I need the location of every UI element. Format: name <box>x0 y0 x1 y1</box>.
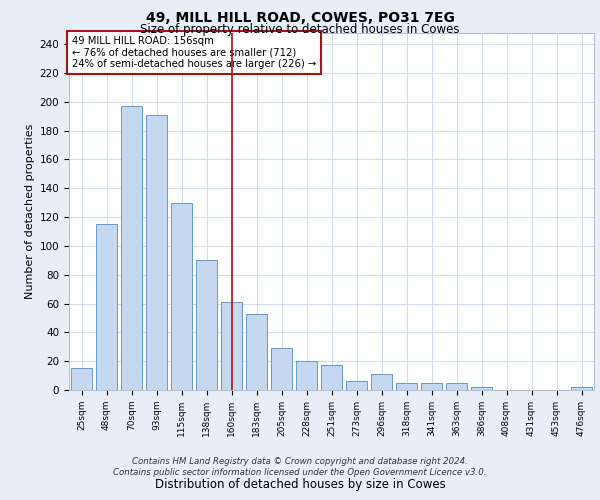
Bar <box>196 260 217 390</box>
Bar <box>96 224 117 390</box>
Bar <box>571 387 592 390</box>
Y-axis label: Number of detached properties: Number of detached properties <box>25 124 35 299</box>
Bar <box>271 348 292 390</box>
Bar <box>446 383 467 390</box>
Bar <box>421 383 442 390</box>
Bar <box>471 387 492 390</box>
Bar <box>296 361 317 390</box>
Bar <box>171 202 192 390</box>
Bar <box>246 314 267 390</box>
Text: Size of property relative to detached houses in Cowes: Size of property relative to detached ho… <box>140 22 460 36</box>
Text: 49, MILL HILL ROAD, COWES, PO31 7EG: 49, MILL HILL ROAD, COWES, PO31 7EG <box>146 11 454 25</box>
Bar <box>146 114 167 390</box>
Bar <box>396 383 417 390</box>
Bar <box>321 366 342 390</box>
Bar <box>121 106 142 390</box>
Bar <box>346 382 367 390</box>
Bar <box>221 302 242 390</box>
Text: 49 MILL HILL ROAD: 156sqm
← 76% of detached houses are smaller (712)
24% of semi: 49 MILL HILL ROAD: 156sqm ← 76% of detac… <box>71 36 316 70</box>
Bar <box>71 368 92 390</box>
Bar <box>371 374 392 390</box>
Text: Distribution of detached houses by size in Cowes: Distribution of detached houses by size … <box>155 478 445 491</box>
Text: Contains HM Land Registry data © Crown copyright and database right 2024.
Contai: Contains HM Land Registry data © Crown c… <box>113 458 487 477</box>
